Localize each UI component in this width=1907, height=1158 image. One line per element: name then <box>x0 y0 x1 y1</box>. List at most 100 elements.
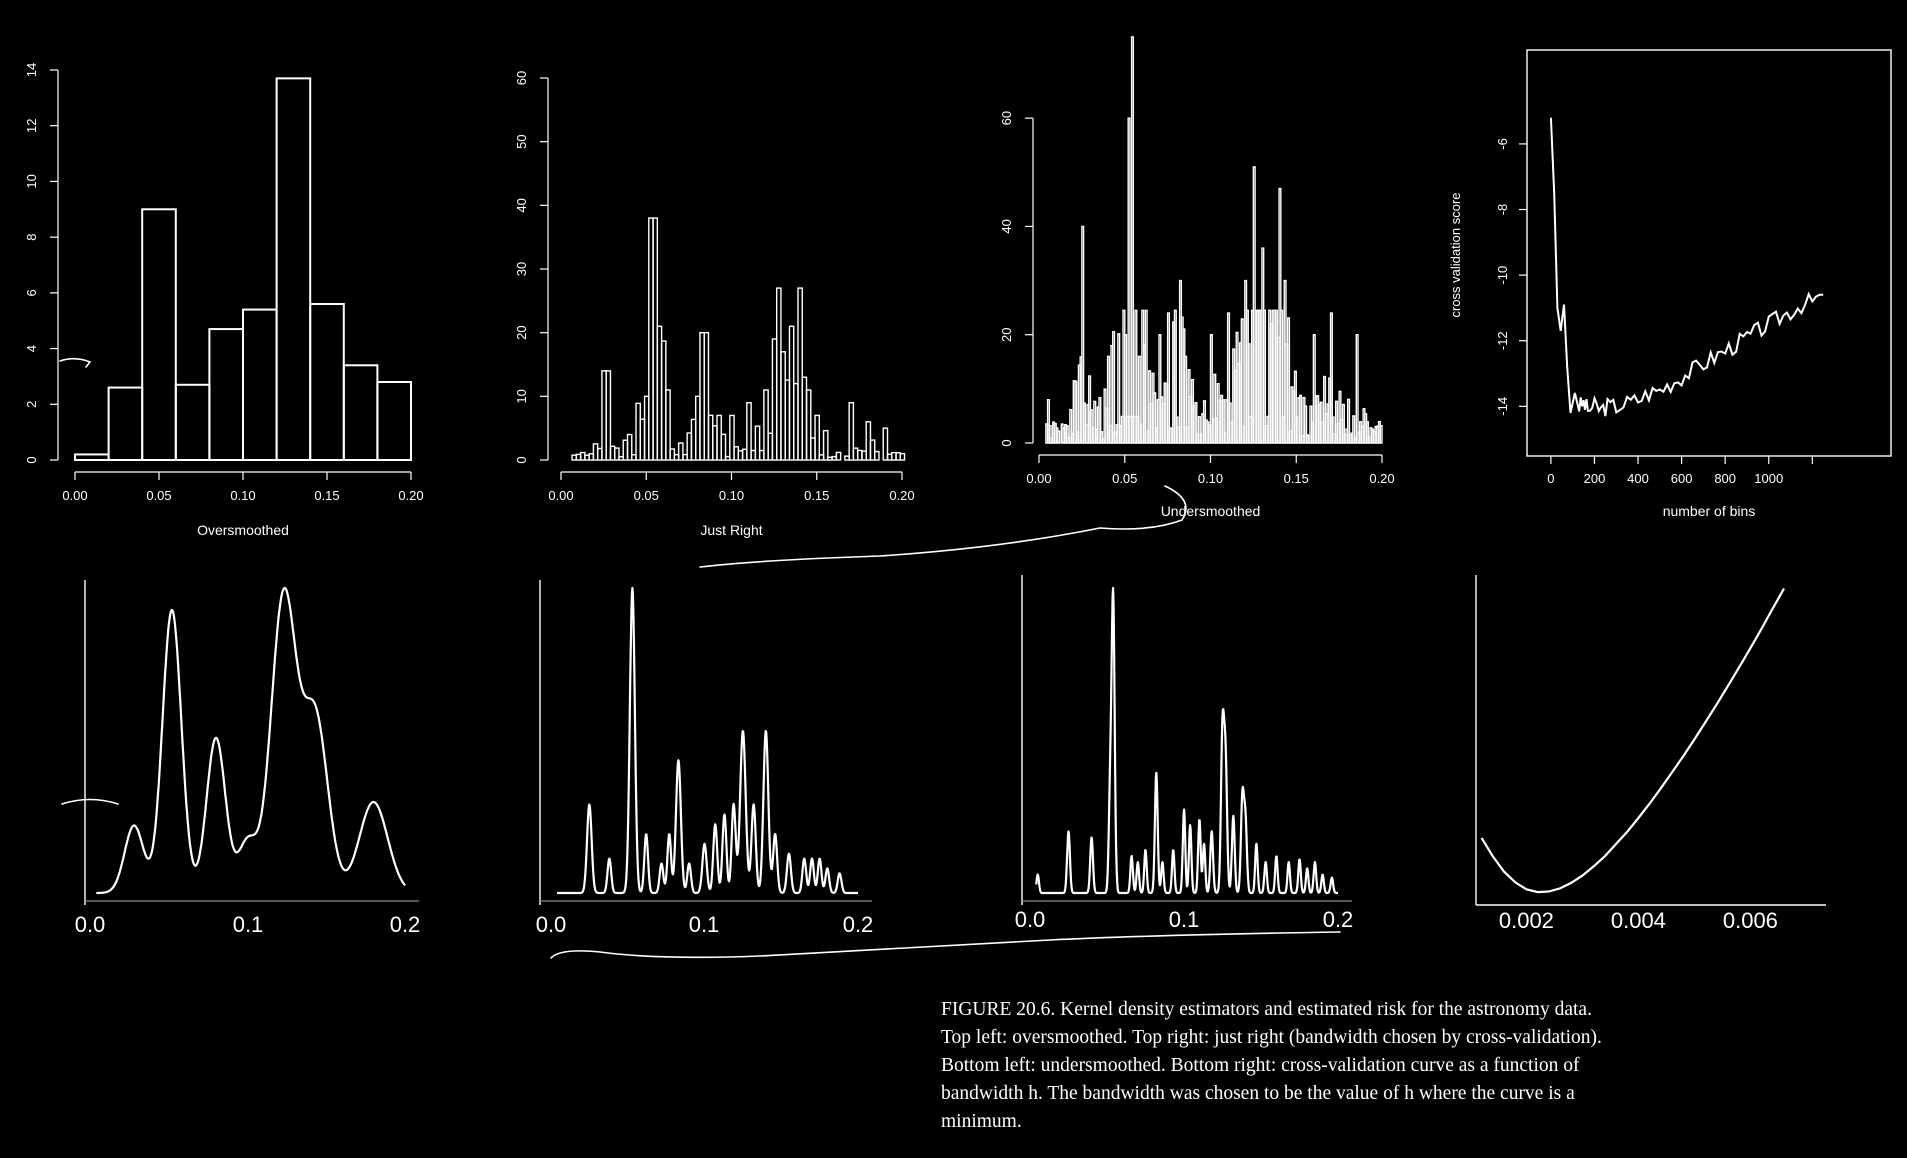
histogram-bar <box>1166 312 1171 444</box>
y-tick-label: 30 <box>514 262 529 276</box>
x-tick-label: 0.20 <box>889 488 914 503</box>
y-tick-label: 60 <box>999 111 1014 125</box>
histogram-bar <box>1240 318 1244 444</box>
chart-kde-undersmoothed: 0.0 0.1 0.2 <box>1015 575 1353 932</box>
x-tick-label: 0.10 <box>719 488 744 503</box>
histogram-bar <box>1117 333 1121 444</box>
histogram-bar <box>1089 409 1093 444</box>
histogram-bar <box>1158 334 1162 444</box>
caption-line: minimum. <box>941 1111 1022 1132</box>
y-tick-label: 20 <box>999 327 1014 341</box>
caption-line: Top left: oversmoothed. Top right: just … <box>941 1027 1602 1048</box>
x-tick-label: 0.0 <box>536 912 567 937</box>
histogram-bar <box>1127 117 1131 444</box>
x-tick-label: 0.05 <box>634 488 659 503</box>
histogram-bar <box>805 389 812 461</box>
histogram-bar <box>869 439 876 461</box>
histogram-bar <box>1100 431 1104 444</box>
histogram-bar <box>665 389 671 461</box>
x-tick-label: 1000 <box>1754 471 1783 486</box>
histogram-bar <box>822 429 829 461</box>
histogram-bar <box>1153 392 1157 444</box>
histogram-bar <box>1112 331 1116 444</box>
histogram-bar <box>848 402 855 461</box>
histogram-bar <box>1286 317 1291 444</box>
histogram-bar <box>1247 343 1251 444</box>
chart-just-right-histogram: 0.00 0.05 0.10 0.15 0.20 0 10 20 30 40 50 60 Just Ri… <box>514 71 915 538</box>
histogram-bar <box>1124 334 1128 444</box>
y-tick-label: 40 <box>999 219 1014 233</box>
histogram-bar <box>1134 309 1138 444</box>
y-tick-label: 6 <box>24 289 39 296</box>
y-tick-label: 10 <box>24 174 39 188</box>
histogram-bar <box>1221 399 1225 444</box>
histogram-bar <box>1329 312 1333 444</box>
histogram-bar <box>703 331 710 461</box>
histogram-bar <box>1069 408 1073 444</box>
histogram-bar <box>1379 424 1383 444</box>
y-tick-label: 8 <box>24 234 39 241</box>
histogram-bar <box>1065 425 1069 444</box>
histogram-bar <box>1341 403 1345 444</box>
y-tick-label: -14 <box>1495 397 1510 416</box>
y-tick-label: 40 <box>514 198 529 212</box>
histogram-bar <box>342 364 379 461</box>
chart-undersmoothed-histogram: 0.00 0.05 0.10 0.15 0.20 0 20 40 60 Undersmoothed <box>999 36 1395 519</box>
y-tick-label: 12 <box>24 118 39 132</box>
histogram-bar <box>107 386 144 462</box>
histogram-bar <box>1209 334 1213 444</box>
histogram-bar <box>1331 416 1335 444</box>
histogram-bar <box>899 452 906 461</box>
y-tick-label: -10 <box>1495 266 1510 285</box>
y-tick-label: 20 <box>514 325 529 339</box>
x-tick-label: 0.00 <box>1026 471 1051 486</box>
histogram-bar <box>1213 373 1217 444</box>
histogram-bar <box>720 433 727 461</box>
y-tick-label: -6 <box>1495 138 1510 150</box>
histogram-bar <box>835 451 842 461</box>
histogram-bar <box>1352 415 1356 444</box>
histogram-bar <box>1184 355 1188 444</box>
cv-curve <box>1480 587 1785 894</box>
histogram-bar <box>1057 430 1061 444</box>
pen-stroke <box>59 357 92 368</box>
histogram-bar <box>1338 390 1342 444</box>
density-curve <box>95 586 406 895</box>
x-tick-label: 0.1 <box>233 912 264 937</box>
caption-line: Bottom left: undersmoothed. Bottom right… <box>941 1055 1580 1076</box>
y-axis-title: cross validation score <box>1448 193 1463 318</box>
y-tick-label: 60 <box>514 71 529 85</box>
x-axis-title: Just Right <box>700 522 762 538</box>
histogram-bar <box>605 370 612 461</box>
density-curve <box>556 586 859 895</box>
x-axis-title: Oversmoothed <box>197 522 289 538</box>
y-tick-label: 4 <box>24 345 39 352</box>
histogram-bar <box>1262 309 1267 444</box>
histogram-bar <box>1252 166 1256 444</box>
histogram-bar <box>729 414 735 461</box>
x-tick-label: 0 <box>1547 471 1554 486</box>
histogram-bar <box>1074 380 1078 444</box>
histogram-bar <box>1082 402 1087 444</box>
histogram-bar <box>309 303 345 461</box>
y-tick-label: 10 <box>514 389 529 403</box>
histogram-bar <box>874 450 880 461</box>
histogram-bar <box>1365 421 1369 444</box>
x-tick-label: 0.002 <box>1499 908 1554 933</box>
y-tick-label: 14 <box>24 63 39 77</box>
pen-stroke <box>699 485 1187 568</box>
x-tick-label: 0.004 <box>1611 908 1666 933</box>
histogram-bar <box>1322 375 1327 444</box>
histogram-bar <box>1144 309 1148 444</box>
chart-kde-just-right: 0.0 0.1 0.2 <box>536 580 873 937</box>
chart-kde-oversmoothed: 0.0 0.1 0.2 <box>75 580 420 937</box>
x-tick-label: 0.05 <box>146 488 171 503</box>
y-tick-label: -12 <box>1495 331 1510 350</box>
histogram-bar <box>1280 309 1284 444</box>
y-tick-label: 0 <box>999 439 1014 446</box>
x-tick-label: 0.15 <box>1284 471 1309 486</box>
histogram-bar <box>1046 398 1050 444</box>
histogram-bar <box>174 383 211 461</box>
histogram-bar <box>754 425 761 461</box>
